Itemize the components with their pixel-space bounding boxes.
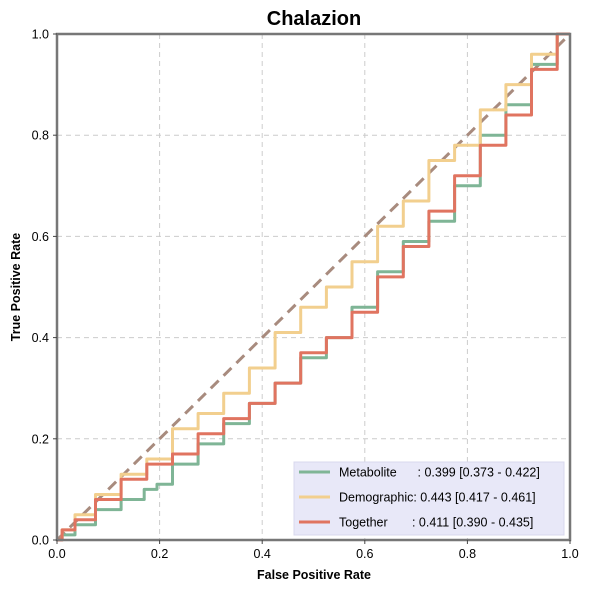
x-axis-label: False Positive Rate	[257, 568, 371, 582]
y-tick-label-4: 0.8	[32, 129, 49, 143]
legend: Metabolite : 0.399 [0.373 - 0.422] Demogr…	[294, 462, 564, 535]
x-tick-label-1: 0.2	[151, 547, 168, 561]
y-tick-label-5: 1.0	[32, 28, 49, 42]
x-tick-label-0: 0.0	[48, 547, 65, 561]
x-tick-label-3: 0.6	[356, 547, 373, 561]
legend-label-demographic: Demographic: 0.443 [0.417 - 0.461]	[339, 491, 536, 505]
x-tick-label-4: 0.8	[459, 547, 476, 561]
y-tick-label-0: 0.0	[32, 534, 49, 548]
legend-label-metabolite: Metabolite : 0.399 [0.373 - 0.422]	[339, 466, 540, 480]
x-axis-ticks: 0.0 0.2 0.4 0.6 0.8 1.0	[48, 540, 578, 561]
y-tick-label-2: 0.4	[32, 331, 49, 345]
y-axis-ticks: 0.0 0.2 0.4 0.6 0.8 1.0	[32, 28, 57, 548]
y-tick-label-3: 0.6	[32, 230, 49, 244]
chart-title: Chalazion	[267, 8, 361, 30]
x-tick-label-2: 0.4	[254, 547, 271, 561]
legend-label-together: Together : 0.411 [0.390 - 0.435]	[339, 516, 533, 530]
y-axis-label: True Positive Rate	[9, 233, 23, 341]
x-tick-label-5: 1.0	[561, 547, 578, 561]
y-tick-label-1: 0.2	[32, 432, 49, 446]
